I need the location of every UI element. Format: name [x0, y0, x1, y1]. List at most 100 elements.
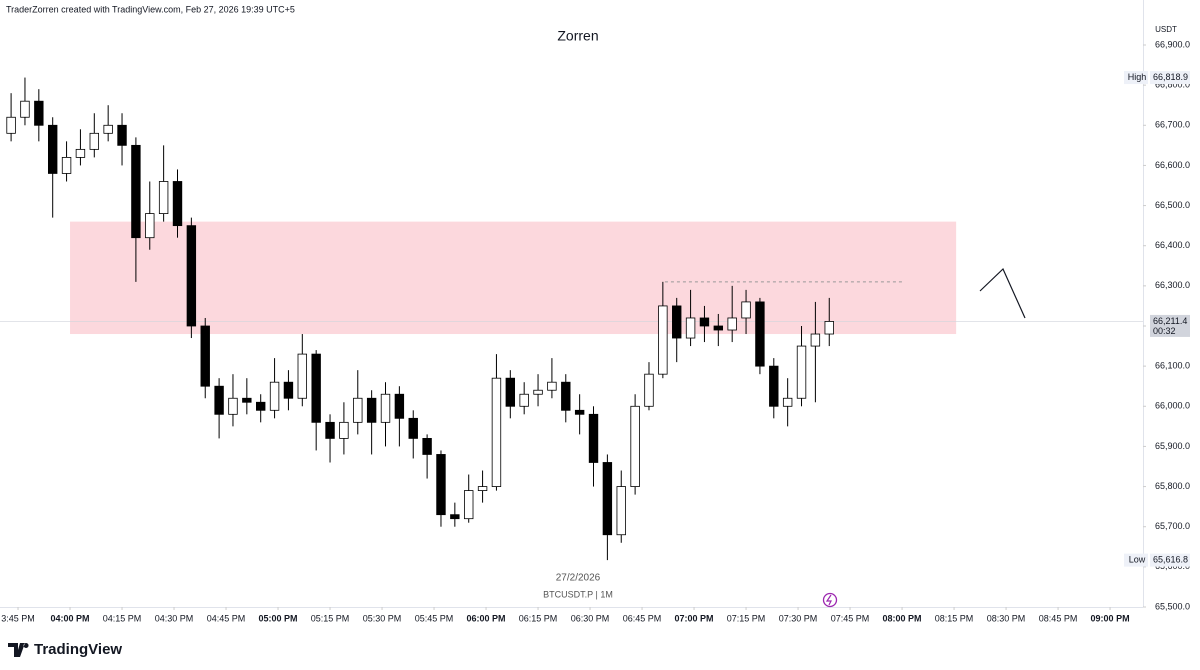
countdown: 00:32 — [1153, 326, 1176, 336]
candle-body — [769, 365, 779, 407]
candle-body — [117, 124, 127, 146]
alert-icon[interactable] — [822, 592, 838, 608]
candle-body — [34, 100, 44, 126]
candle-body — [145, 213, 155, 239]
candle-body — [685, 317, 696, 339]
x-tick-label: 09:00 PM — [1091, 613, 1130, 623]
candle-body — [200, 325, 210, 387]
candle-body — [450, 514, 460, 520]
candle-body — [810, 333, 821, 347]
x-tick-label: 08:45 PM — [1039, 613, 1078, 623]
candle-body — [394, 393, 405, 419]
x-tick-label: 08:30 PM — [987, 613, 1026, 623]
price-marker-box — [1150, 553, 1190, 567]
candle-body — [505, 377, 516, 407]
price-marker-label: 66,211.4 — [1153, 316, 1187, 326]
x-tick-label: 04:00 PM — [51, 613, 90, 623]
candle-body — [89, 132, 99, 150]
x-tick-label: 05:00 PM — [259, 613, 298, 623]
candle-body — [172, 181, 183, 227]
candle-body — [519, 393, 529, 407]
candle-body — [214, 385, 224, 415]
projection-drawing — [979, 267, 1026, 319]
x-tick-label: 06:15 PM — [519, 613, 558, 623]
marker-tag: Low — [1129, 554, 1146, 564]
candle-body — [602, 462, 613, 536]
y-tick-label: 65,800.0 — [1155, 481, 1190, 491]
candle-body — [6, 116, 16, 134]
x-tick-label: 06:30 PM — [571, 613, 610, 623]
alert-bolt — [825, 594, 832, 606]
y-tick-label: 65,700.0 — [1155, 521, 1190, 531]
candle-body — [644, 373, 654, 407]
candle-body — [256, 401, 266, 411]
candle-body — [422, 437, 432, 455]
candle-body — [824, 321, 834, 335]
candle-body — [796, 345, 807, 399]
x-tick-label: 08:00 PM — [883, 613, 922, 623]
header: TraderZorren created with TradingView.co… — [6, 4, 295, 14]
drawings — [0, 221, 1143, 335]
price-marker-box — [1150, 314, 1190, 337]
x-tick-label: 05:45 PM — [415, 613, 454, 623]
brand: TradingView — [34, 641, 122, 658]
candle-body — [311, 353, 321, 423]
candle-body — [616, 486, 626, 536]
y-tick-label: 66,000.0 — [1155, 401, 1190, 411]
x-tick-label: 04:45 PM — [207, 613, 246, 623]
price-marker-box — [1150, 71, 1190, 85]
y-tick-label: 66,100.0 — [1155, 361, 1190, 371]
candle-body — [574, 409, 585, 415]
candle-body — [20, 100, 30, 118]
x-tick-label: 04:15 PM — [103, 613, 142, 623]
marker-tag: High — [1128, 72, 1147, 82]
x-tick-label: 08:15 PM — [935, 613, 974, 623]
candle-body — [242, 397, 252, 403]
candle-body — [464, 490, 474, 520]
candle-body — [353, 397, 363, 423]
candle-body — [61, 156, 72, 174]
logo-icon — [8, 643, 29, 657]
candle-body — [713, 325, 724, 331]
price-marker-label: 65,616.8 — [1153, 554, 1188, 564]
candle-body — [436, 454, 446, 516]
y-tick-label: 66,400.0 — [1155, 240, 1190, 250]
chart-title: Zorren — [557, 28, 598, 44]
candle-body — [658, 305, 668, 375]
candle-body — [366, 397, 377, 423]
x-tick-label: 05:30 PM — [363, 613, 402, 623]
marker-tag-box — [1124, 71, 1148, 85]
footer-logo: TradingView — [8, 641, 122, 658]
currency: USDT — [1155, 25, 1177, 34]
symbol-label: BTCUSDT.P | 1M — [543, 589, 613, 599]
candle-body — [561, 381, 571, 411]
candle-body — [672, 305, 682, 339]
y-tick-label: 66,700.0 — [1155, 120, 1190, 130]
candle-body — [547, 381, 557, 391]
candle-body — [477, 486, 488, 491]
y-tick-label: 66,900.0 — [1155, 39, 1190, 49]
candle-body — [491, 377, 502, 487]
x-tick-label: 3:45 PM — [1, 613, 35, 623]
y-tick-label: 65,900.0 — [1155, 441, 1190, 451]
price-marker-label: 66,818.9 — [1153, 72, 1188, 82]
x-tick-label: 06:00 PM — [467, 613, 506, 623]
date-label: 27/2/2026 — [556, 573, 601, 584]
candle-body — [269, 381, 280, 411]
candle-body — [186, 225, 197, 327]
candle-body — [533, 389, 543, 395]
candle-body — [103, 124, 113, 134]
y-tick-label: 66,600.0 — [1155, 160, 1190, 170]
candle-body — [131, 144, 141, 239]
x-tick-label: 07:45 PM — [831, 613, 870, 623]
y-tick-label: 66,300.0 — [1155, 280, 1190, 290]
candle-body — [727, 317, 737, 331]
y-tick-label: 66,800.0 — [1155, 80, 1190, 90]
x-tick-label: 05:15 PM — [311, 613, 350, 623]
candle-body — [158, 181, 169, 215]
candle-body — [297, 353, 308, 399]
x-tick-label: 04:30 PM — [155, 613, 194, 623]
zone — [70, 221, 957, 335]
candle-body — [755, 301, 765, 367]
